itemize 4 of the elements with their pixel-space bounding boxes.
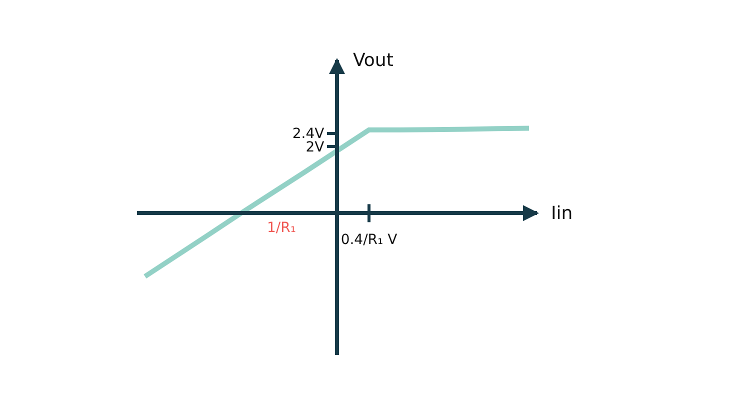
x-axis-title: Iin: [551, 203, 573, 224]
y-axis-title: Vout: [353, 50, 394, 71]
x-tick-label: 0.4/R₁ V: [340, 232, 398, 248]
annotation: 1/R₁: [267, 220, 296, 236]
